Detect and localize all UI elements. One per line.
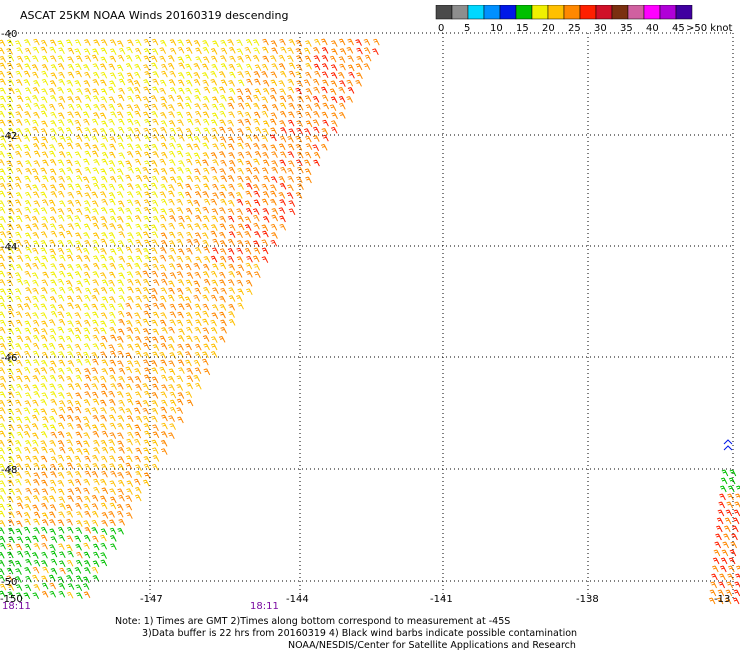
legend-label: >50 knots	[686, 23, 733, 33]
latitude-label: -50	[1, 577, 17, 588]
map-title: ASCAT 25KM NOAA Winds 20160319 descendin…	[20, 9, 289, 22]
note-line-2: 3)Data buffer is 22 hrs from 20160319 4)…	[142, 628, 578, 639]
legend-swatch	[515, 5, 533, 20]
legend-swatch	[627, 5, 645, 20]
legend-label: 25	[568, 23, 581, 33]
time-label: 18:11	[2, 601, 31, 612]
latitude-label: -46	[1, 353, 17, 364]
legend-label: 35	[620, 23, 633, 33]
longitude-label: -144	[286, 594, 309, 605]
wind-barb-group	[0, 38, 321, 599]
longitude-label: -147	[140, 594, 163, 605]
legend-label: 10	[490, 23, 503, 33]
longitude-label: -141	[430, 594, 453, 605]
longitude-label: -13	[714, 594, 730, 605]
longitude-label: -138	[576, 594, 599, 605]
legend-label: 40	[646, 23, 659, 33]
legend-swatch	[435, 5, 453, 20]
wind-barb-group	[723, 439, 733, 451]
legend-label: 0	[438, 23, 444, 33]
legend-swatch	[467, 5, 485, 20]
wind-barb-group	[6, 38, 740, 605]
legend-swatch	[547, 5, 565, 20]
note-line-1: Note: 1) Times are GMT 2)Times along bot…	[115, 616, 511, 627]
legend-label: 45	[672, 23, 685, 33]
latitude-label: -48	[1, 465, 17, 476]
latitude-label: -40	[1, 29, 17, 40]
latitude-label: -42	[1, 131, 17, 142]
wind-barb-group	[0, 469, 740, 600]
axis-labels: -40 -42 -44 -46 -48 -50 -150 -147 -144 -141 -138 -1…	[0, 29, 730, 612]
color-legend: 0 5 10 15 20 25 30 35 40 45 >50 knots	[435, 5, 733, 33]
legend-swatch	[675, 5, 693, 20]
legend-label: 15	[516, 23, 529, 33]
legend-label: 5	[464, 23, 470, 33]
legend-label: 20	[542, 23, 555, 33]
legend-swatch	[611, 5, 629, 20]
graticule	[9, 32, 734, 600]
legend-swatch	[483, 5, 501, 20]
legend-swatch	[531, 5, 549, 20]
legend-label: 30	[594, 23, 607, 33]
latitude-label: -44	[1, 242, 17, 253]
legend-swatch	[451, 5, 469, 20]
legend-swatch	[499, 5, 517, 20]
wind-barb-group	[210, 39, 740, 605]
legend-swatch	[659, 5, 677, 20]
legend-swatch	[563, 5, 581, 20]
legend-swatch	[595, 5, 613, 20]
note-line-3: NOAA/NESDIS/Center for Satellite Applica…	[288, 640, 576, 651]
legend-swatch	[643, 5, 661, 20]
time-label: 18:11	[250, 601, 279, 612]
legend-swatch	[579, 5, 597, 20]
longitude-label: -150	[0, 594, 23, 605]
wind-barb-field	[0, 38, 740, 605]
wind-barb-group	[0, 39, 260, 518]
